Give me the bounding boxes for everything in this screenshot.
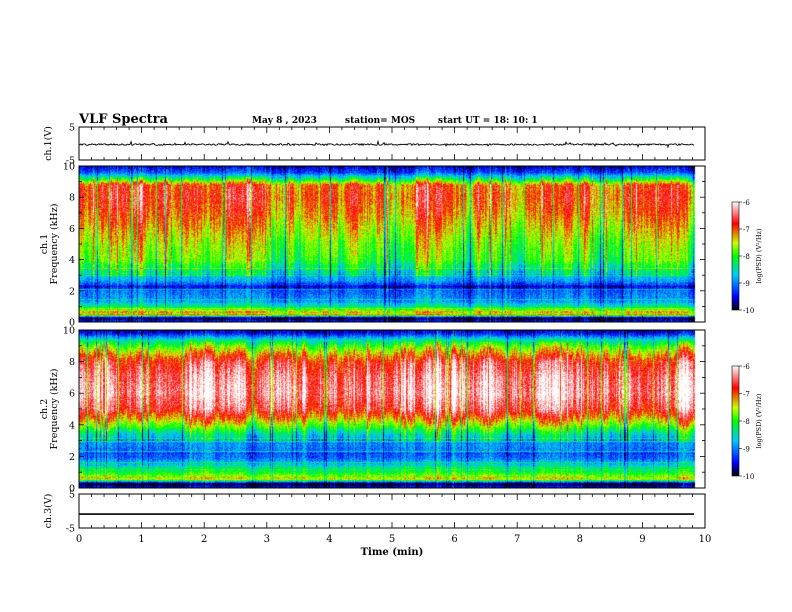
y-axis-label: ch.1(V) [43, 126, 54, 161]
y-tick-label: 2 [69, 286, 75, 297]
y-tick-label: 8 [69, 357, 75, 368]
colorbar-tick-label: -10 [743, 307, 754, 315]
y-tick-label: 4 [69, 420, 75, 431]
colorbar-label: log(PSD) (V²/Hz) [755, 393, 763, 448]
x-tick-label: 3 [264, 534, 270, 545]
y-tick-label: 0 [69, 484, 75, 495]
y-axis-label: ch.2 [39, 399, 50, 420]
y-axis-label: Frequency (kHz) [49, 204, 60, 285]
y-tick-label: 6 [69, 389, 75, 400]
colorbar-label: log(PSD) (V²/Hz) [755, 228, 763, 283]
start-time-label: start UT = 18: 10: 1 [438, 116, 538, 126]
y-tick-label: 10 [63, 326, 75, 337]
chart-title: VLF Spectra [79, 112, 168, 127]
ch1-waveform-trace [78, 139, 695, 149]
x-tick-label: 1 [138, 534, 144, 545]
colorbar-tick-label: -9 [743, 446, 750, 454]
colorbar-tick-label: -6 [743, 363, 750, 371]
colorbar [731, 201, 740, 311]
x-tick-label: 8 [577, 534, 583, 545]
x-tick-label: 2 [201, 534, 207, 545]
colorbar-tick-label: -6 [743, 199, 750, 207]
y-axis-label: ch.1 [39, 234, 50, 255]
ch2-spectrogram-image [79, 330, 705, 488]
x-axis-label: Time (min) [361, 547, 424, 558]
y-tick-label: 2 [69, 452, 75, 463]
y-tick-label: 8 [69, 193, 75, 204]
x-tick-label: 10 [699, 534, 712, 545]
y-axis-label: Frequency (kHz) [49, 369, 60, 450]
colorbar [731, 365, 740, 477]
ch1-spectrogram-image [79, 166, 705, 322]
colorbar-tick-label: -10 [743, 473, 754, 481]
y-tick-label: 4 [69, 255, 75, 266]
colorbar-tick-label: -9 [743, 280, 750, 288]
colorbar-tick-label: -8 [743, 253, 750, 261]
x-tick-label: 7 [514, 534, 520, 545]
y-tick-label: -5 [66, 524, 75, 535]
y-tick-label: 5 [69, 490, 75, 501]
y-tick-label: 10 [63, 162, 75, 173]
y-axis-label: ch.3(V) [43, 494, 54, 529]
colorbar-tick-label: -7 [743, 391, 750, 399]
y-tick-label: 6 [69, 224, 75, 235]
x-tick-label: 4 [326, 534, 332, 545]
x-tick-label: 6 [451, 534, 457, 545]
colorbar-tick-label: -7 [743, 226, 750, 234]
x-tick-label: 5 [389, 534, 395, 545]
x-tick-label: 9 [639, 534, 645, 545]
y-tick-label: -5 [66, 156, 75, 167]
y-tick-label: 0 [69, 318, 75, 329]
recording-date: May 8 , 2023 [252, 116, 317, 126]
colorbar-tick-label: -8 [743, 418, 750, 426]
y-tick-label: 5 [69, 123, 75, 134]
x-tick-label: 0 [76, 534, 82, 545]
station-label: station= MOS [345, 116, 416, 126]
